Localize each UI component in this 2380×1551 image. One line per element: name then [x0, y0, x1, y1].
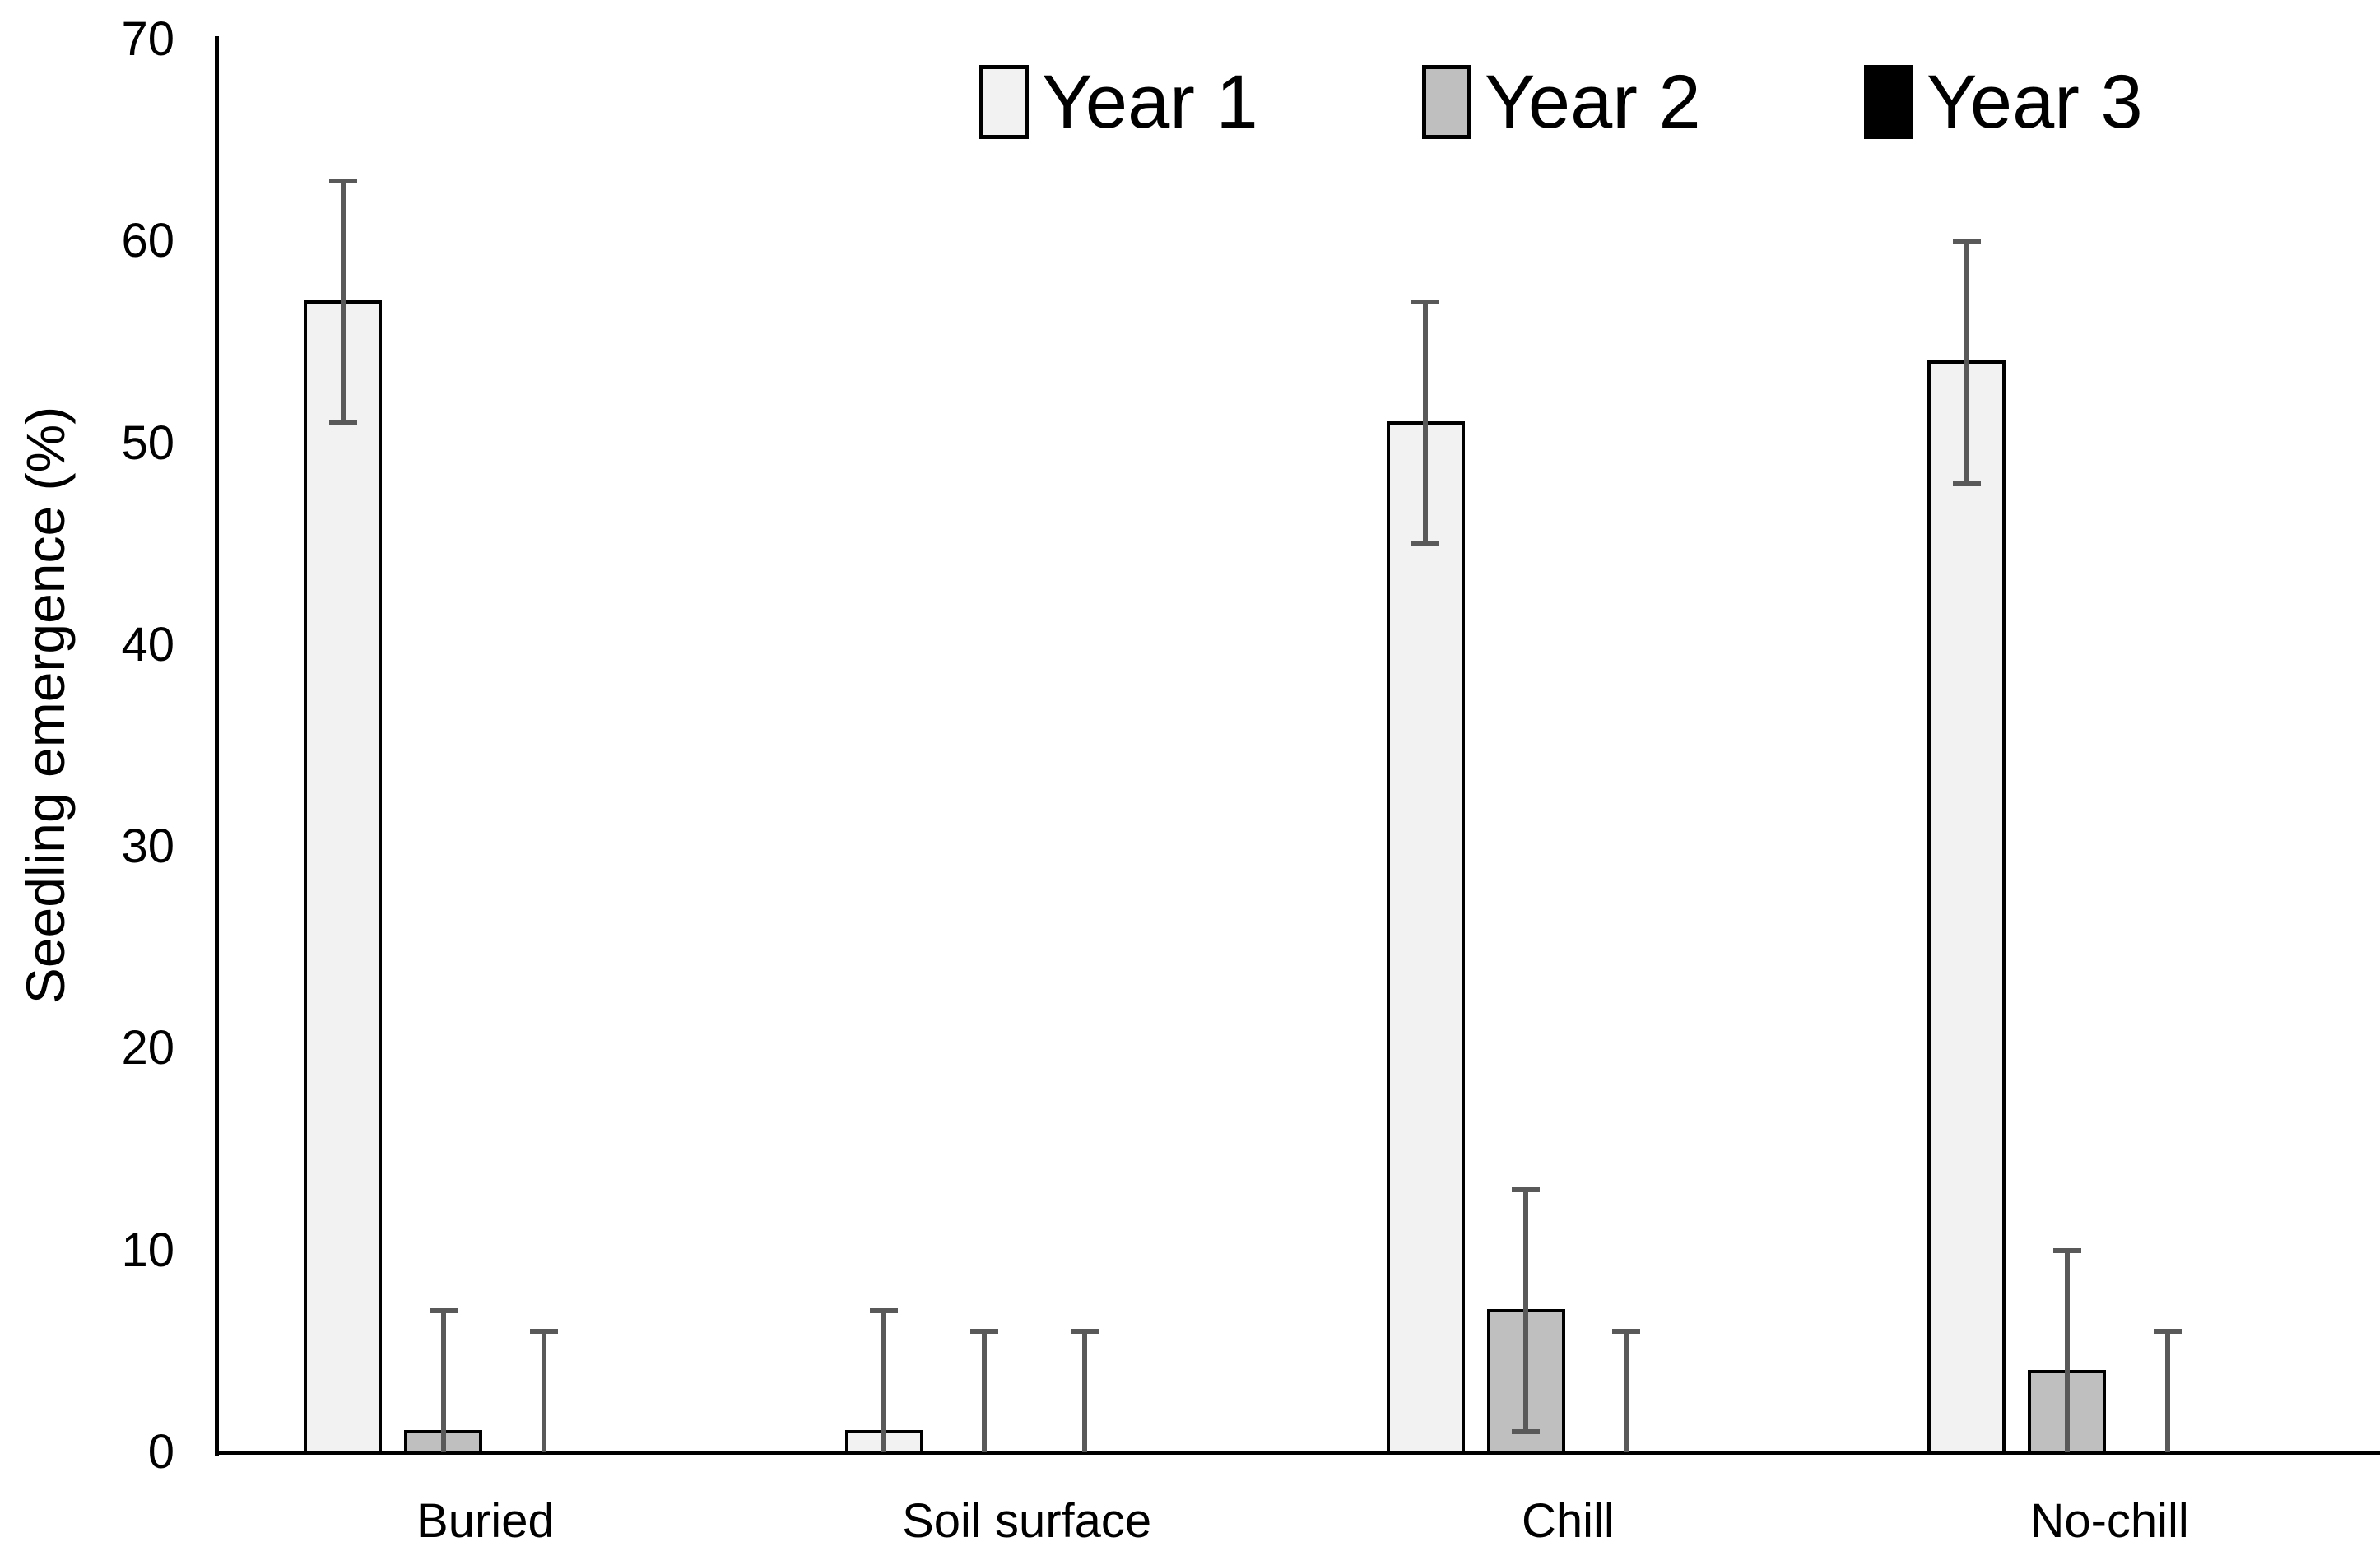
error-bar-line [881, 1311, 887, 1452]
error-bar-top-cap [2153, 1328, 2182, 1334]
x-axis-line [215, 1451, 2380, 1455]
category-label: No-chill [2029, 1494, 2189, 1548]
legend-label: Year 1 [1042, 60, 1258, 144]
legend-swatch [1422, 65, 1471, 139]
y-axis-line [215, 36, 219, 1456]
y-tick-label: 70 [121, 12, 174, 66]
error-bar-bottom-cap [328, 420, 357, 426]
error-bar-top-cap [1411, 299, 1439, 304]
error-bar-bottom-cap [1512, 1429, 1540, 1435]
y-tick-label: 10 [121, 1223, 174, 1277]
category-label: Chill [1521, 1494, 1615, 1548]
error-bar-line [1082, 1330, 1088, 1452]
legend-label: Year 3 [1927, 60, 2143, 144]
error-bar-line [1523, 1190, 1528, 1433]
error-bar-top-cap [1512, 1187, 1540, 1193]
error-bar-line [340, 180, 346, 424]
y-tick-label: 0 [147, 1425, 174, 1479]
legend-item: Year 1 [979, 64, 1258, 140]
error-bar-top-cap [870, 1308, 899, 1314]
y-tick-label: 40 [121, 617, 174, 671]
category-label: Buried [416, 1494, 555, 1548]
error-bar-line [1964, 241, 1969, 484]
legend-item: Year 2 [1422, 64, 1701, 140]
legend: Year 1 Year 2 Year 3 [0, 0, 2380, 181]
bar [1386, 421, 1465, 1454]
error-bar-top-cap [970, 1328, 999, 1334]
y-tick-label: 20 [121, 1021, 174, 1075]
legend-item: Year 3 [1864, 64, 2143, 140]
error-bar-top-cap [1612, 1328, 1640, 1334]
legend-swatch [1864, 65, 1913, 139]
error-bar-line [541, 1330, 546, 1452]
error-bar-top-cap [1071, 1328, 1099, 1334]
error-bar-line [1423, 301, 1428, 545]
bar [304, 300, 382, 1454]
error-bar-line [1624, 1330, 1629, 1452]
error-bar-line [440, 1311, 446, 1452]
error-bar-top-cap [429, 1308, 458, 1314]
error-bar-top-cap [1952, 239, 1981, 244]
error-bar-line [2064, 1250, 2070, 1452]
bar [1927, 360, 2006, 1454]
y-tick-label: 60 [121, 214, 174, 268]
error-bar-top-cap [328, 178, 357, 183]
error-bar-line [982, 1330, 988, 1452]
error-bar-top-cap [2052, 1247, 2081, 1253]
error-bar-line [2164, 1330, 2170, 1452]
error-bar-top-cap [529, 1328, 558, 1334]
y-tick-label: 50 [121, 416, 174, 470]
error-bar-bottom-cap [1952, 481, 1981, 486]
y-tick-label: 30 [121, 820, 174, 874]
error-bar-bottom-cap [1411, 541, 1439, 547]
legend-label: Year 2 [1485, 60, 1701, 144]
legend-swatch [979, 65, 1029, 139]
category-label: Soil surface [902, 1494, 1152, 1548]
